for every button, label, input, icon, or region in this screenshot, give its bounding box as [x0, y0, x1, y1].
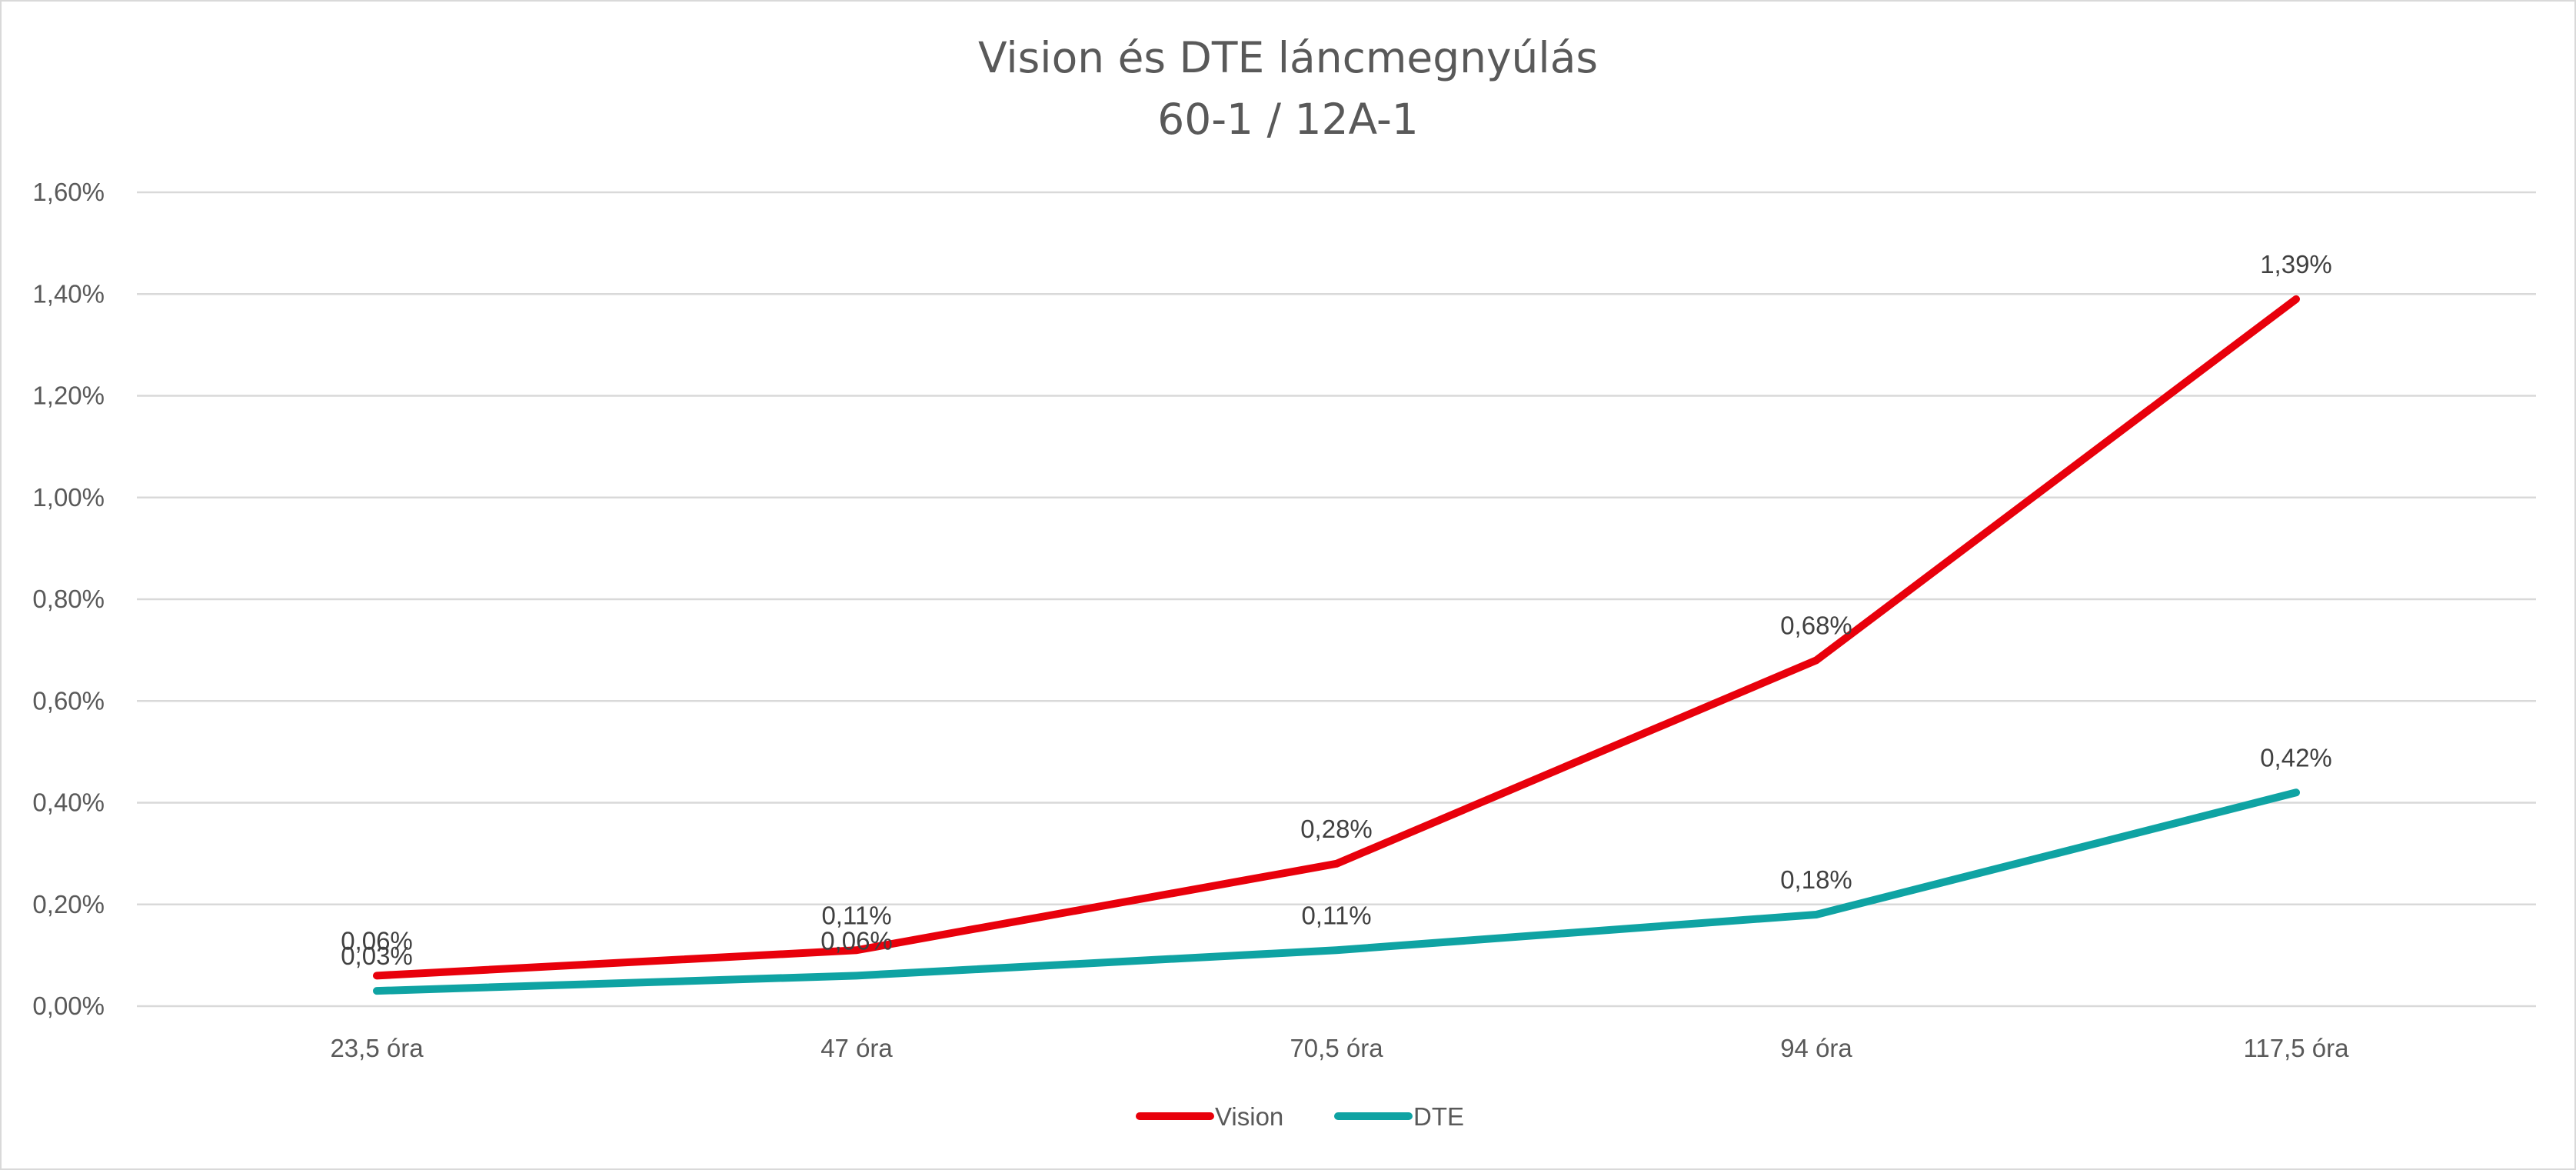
- y-tick-label: 0,20%: [32, 890, 105, 918]
- x-tick-label: 117,5 óra: [2244, 1034, 2350, 1062]
- data-label-vision: 0,06%: [341, 926, 413, 955]
- x-tick-label: 70,5 óra: [1290, 1034, 1383, 1062]
- y-tick-label: 1,40%: [32, 279, 105, 308]
- data-labels: 0,06%0,11%0,28%0,68%1,39%0,03%0,06%0,11%…: [341, 250, 2332, 970]
- x-axis-tick-labels: 23,5 óra 47 óra 70,5 óra 94 óra 117,5 óra: [330, 1034, 2349, 1062]
- y-tick-label: 0,40%: [32, 788, 105, 817]
- chart-title: Vision és DTE láncmegnyúlás: [978, 33, 1598, 82]
- data-label-vision: 1,39%: [2260, 250, 2332, 278]
- series-line-vision: [373, 295, 2300, 980]
- data-label-dte: 0,42%: [2260, 743, 2332, 772]
- series-line-dte: [373, 788, 2300, 995]
- x-tick-label: 94 óra: [1780, 1034, 1852, 1062]
- chart-subtitle: 60-1 / 12A-1: [1157, 95, 1419, 144]
- y-tick-label: 1,60%: [32, 178, 105, 206]
- data-label-vision: 0,11%: [821, 901, 891, 929]
- x-tick-label: 23,5 óra: [330, 1034, 424, 1062]
- y-tick-label: 0,80%: [32, 585, 105, 613]
- data-label-dte: 0,18%: [1780, 865, 1852, 894]
- legend-label-vision: Vision: [1215, 1102, 1283, 1131]
- y-tick-label: 1,20%: [32, 382, 105, 410]
- y-axis-tick-labels: 0,00% 0,20% 0,40% 0,60% 0,80% 1,00% 1,20% 1,40%…: [32, 178, 105, 1020]
- data-label-vision: 0,68%: [1780, 611, 1852, 639]
- series-lines: [373, 295, 2300, 995]
- x-tick-label: 47 óra: [820, 1034, 893, 1062]
- data-label-dte: 0,03%: [341, 942, 413, 970]
- y-tick-label: 1,00%: [32, 483, 105, 512]
- gridlines: [137, 191, 2536, 1008]
- data-label-dte: 0,11%: [1301, 901, 1371, 929]
- legend-label-dte: DTE: [1413, 1102, 1464, 1131]
- data-label-vision: 0,28%: [1300, 815, 1373, 843]
- y-tick-label: 0,60%: [32, 686, 105, 715]
- data-label-dte: 0,06%: [820, 926, 893, 955]
- legend: Vision DTE: [1136, 1102, 1464, 1131]
- y-tick-label: 0,00%: [32, 992, 105, 1020]
